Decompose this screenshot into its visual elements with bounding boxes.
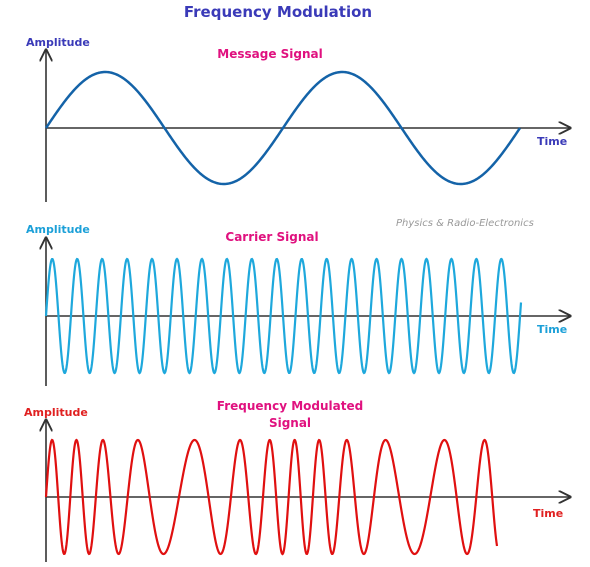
panel-title: Carrier Signal bbox=[225, 230, 318, 244]
x-label: Time bbox=[537, 135, 567, 148]
carrier-wave bbox=[44, 257, 523, 375]
x-label: Time bbox=[537, 323, 567, 336]
panel-title: Signal bbox=[269, 416, 311, 430]
fm-wave bbox=[44, 438, 499, 556]
panel-title: Message Signal bbox=[217, 47, 322, 61]
panel-title: Frequency Modulated bbox=[217, 399, 363, 413]
message-wave bbox=[44, 70, 522, 186]
y-label: Amplitude bbox=[24, 406, 88, 419]
title: Frequency Modulation bbox=[184, 3, 372, 21]
y-label: Amplitude bbox=[26, 36, 90, 49]
x-label: Time bbox=[533, 507, 563, 520]
y-label: Amplitude bbox=[26, 223, 90, 236]
watermark: Physics & Radio-Electronics bbox=[396, 218, 534, 229]
